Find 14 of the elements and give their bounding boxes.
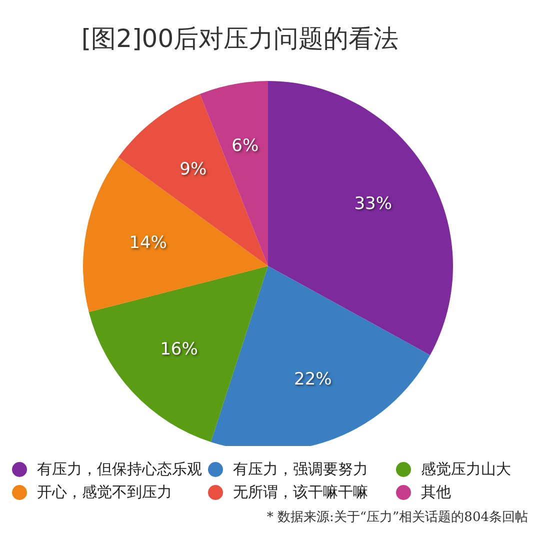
legend-label: 其他 bbox=[421, 483, 451, 502]
legend-label: 感觉压力山大 bbox=[421, 460, 511, 479]
data-label: 6% bbox=[232, 136, 259, 156]
data-label: 14% bbox=[129, 233, 167, 254]
legend-label: 有压力，但保持心态乐观 bbox=[37, 460, 202, 479]
legend-label: 有压力，强调要努力 bbox=[233, 460, 368, 479]
legend-label: 开心，感觉不到压力 bbox=[37, 483, 172, 502]
data-label: 22% bbox=[294, 370, 332, 390]
data-label: 33% bbox=[354, 194, 392, 214]
data-label: 16% bbox=[160, 340, 198, 360]
chart-title: [图2]00后对压力问题的看法 bbox=[80, 23, 400, 55]
legend-label: 无所谓，该干嘛干嘛 bbox=[233, 483, 368, 502]
data-label: 9% bbox=[180, 160, 207, 180]
text: * 数据来源:关于“压力”相关话题的804条回帖 bbox=[266, 509, 528, 526]
